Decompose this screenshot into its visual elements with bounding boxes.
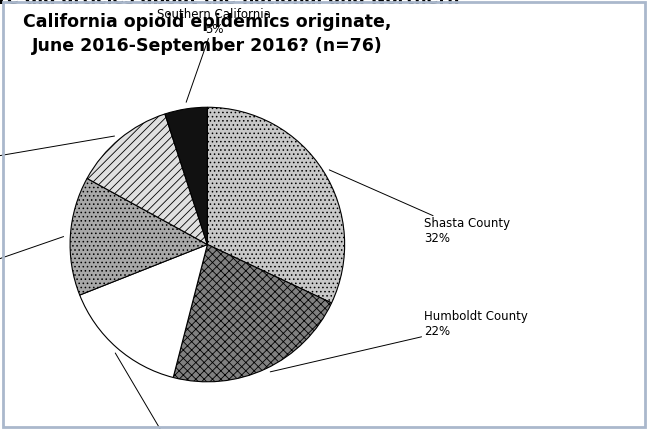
Text: Northeastern California
12%: Northeastern California 12% [0,136,115,183]
Wedge shape [173,245,332,382]
Text: Southern California
5%: Southern California 5% [157,8,271,102]
Wedge shape [87,114,207,245]
Text: National
15%: National 15% [115,353,207,429]
Wedge shape [207,107,345,303]
Text: Shasta County
32%: Shasta County 32% [329,170,511,245]
Text: San Francisco Bay Area
14%: San Francisco Bay Area 14% [0,236,64,300]
Wedge shape [165,107,207,245]
Title: Where did articles about the national and Northern
California opioid epidemics o: Where did articles about the national an… [0,0,459,55]
Text: Humboldt County
22%: Humboldt County 22% [270,310,528,372]
Wedge shape [70,178,207,295]
Wedge shape [80,245,207,378]
